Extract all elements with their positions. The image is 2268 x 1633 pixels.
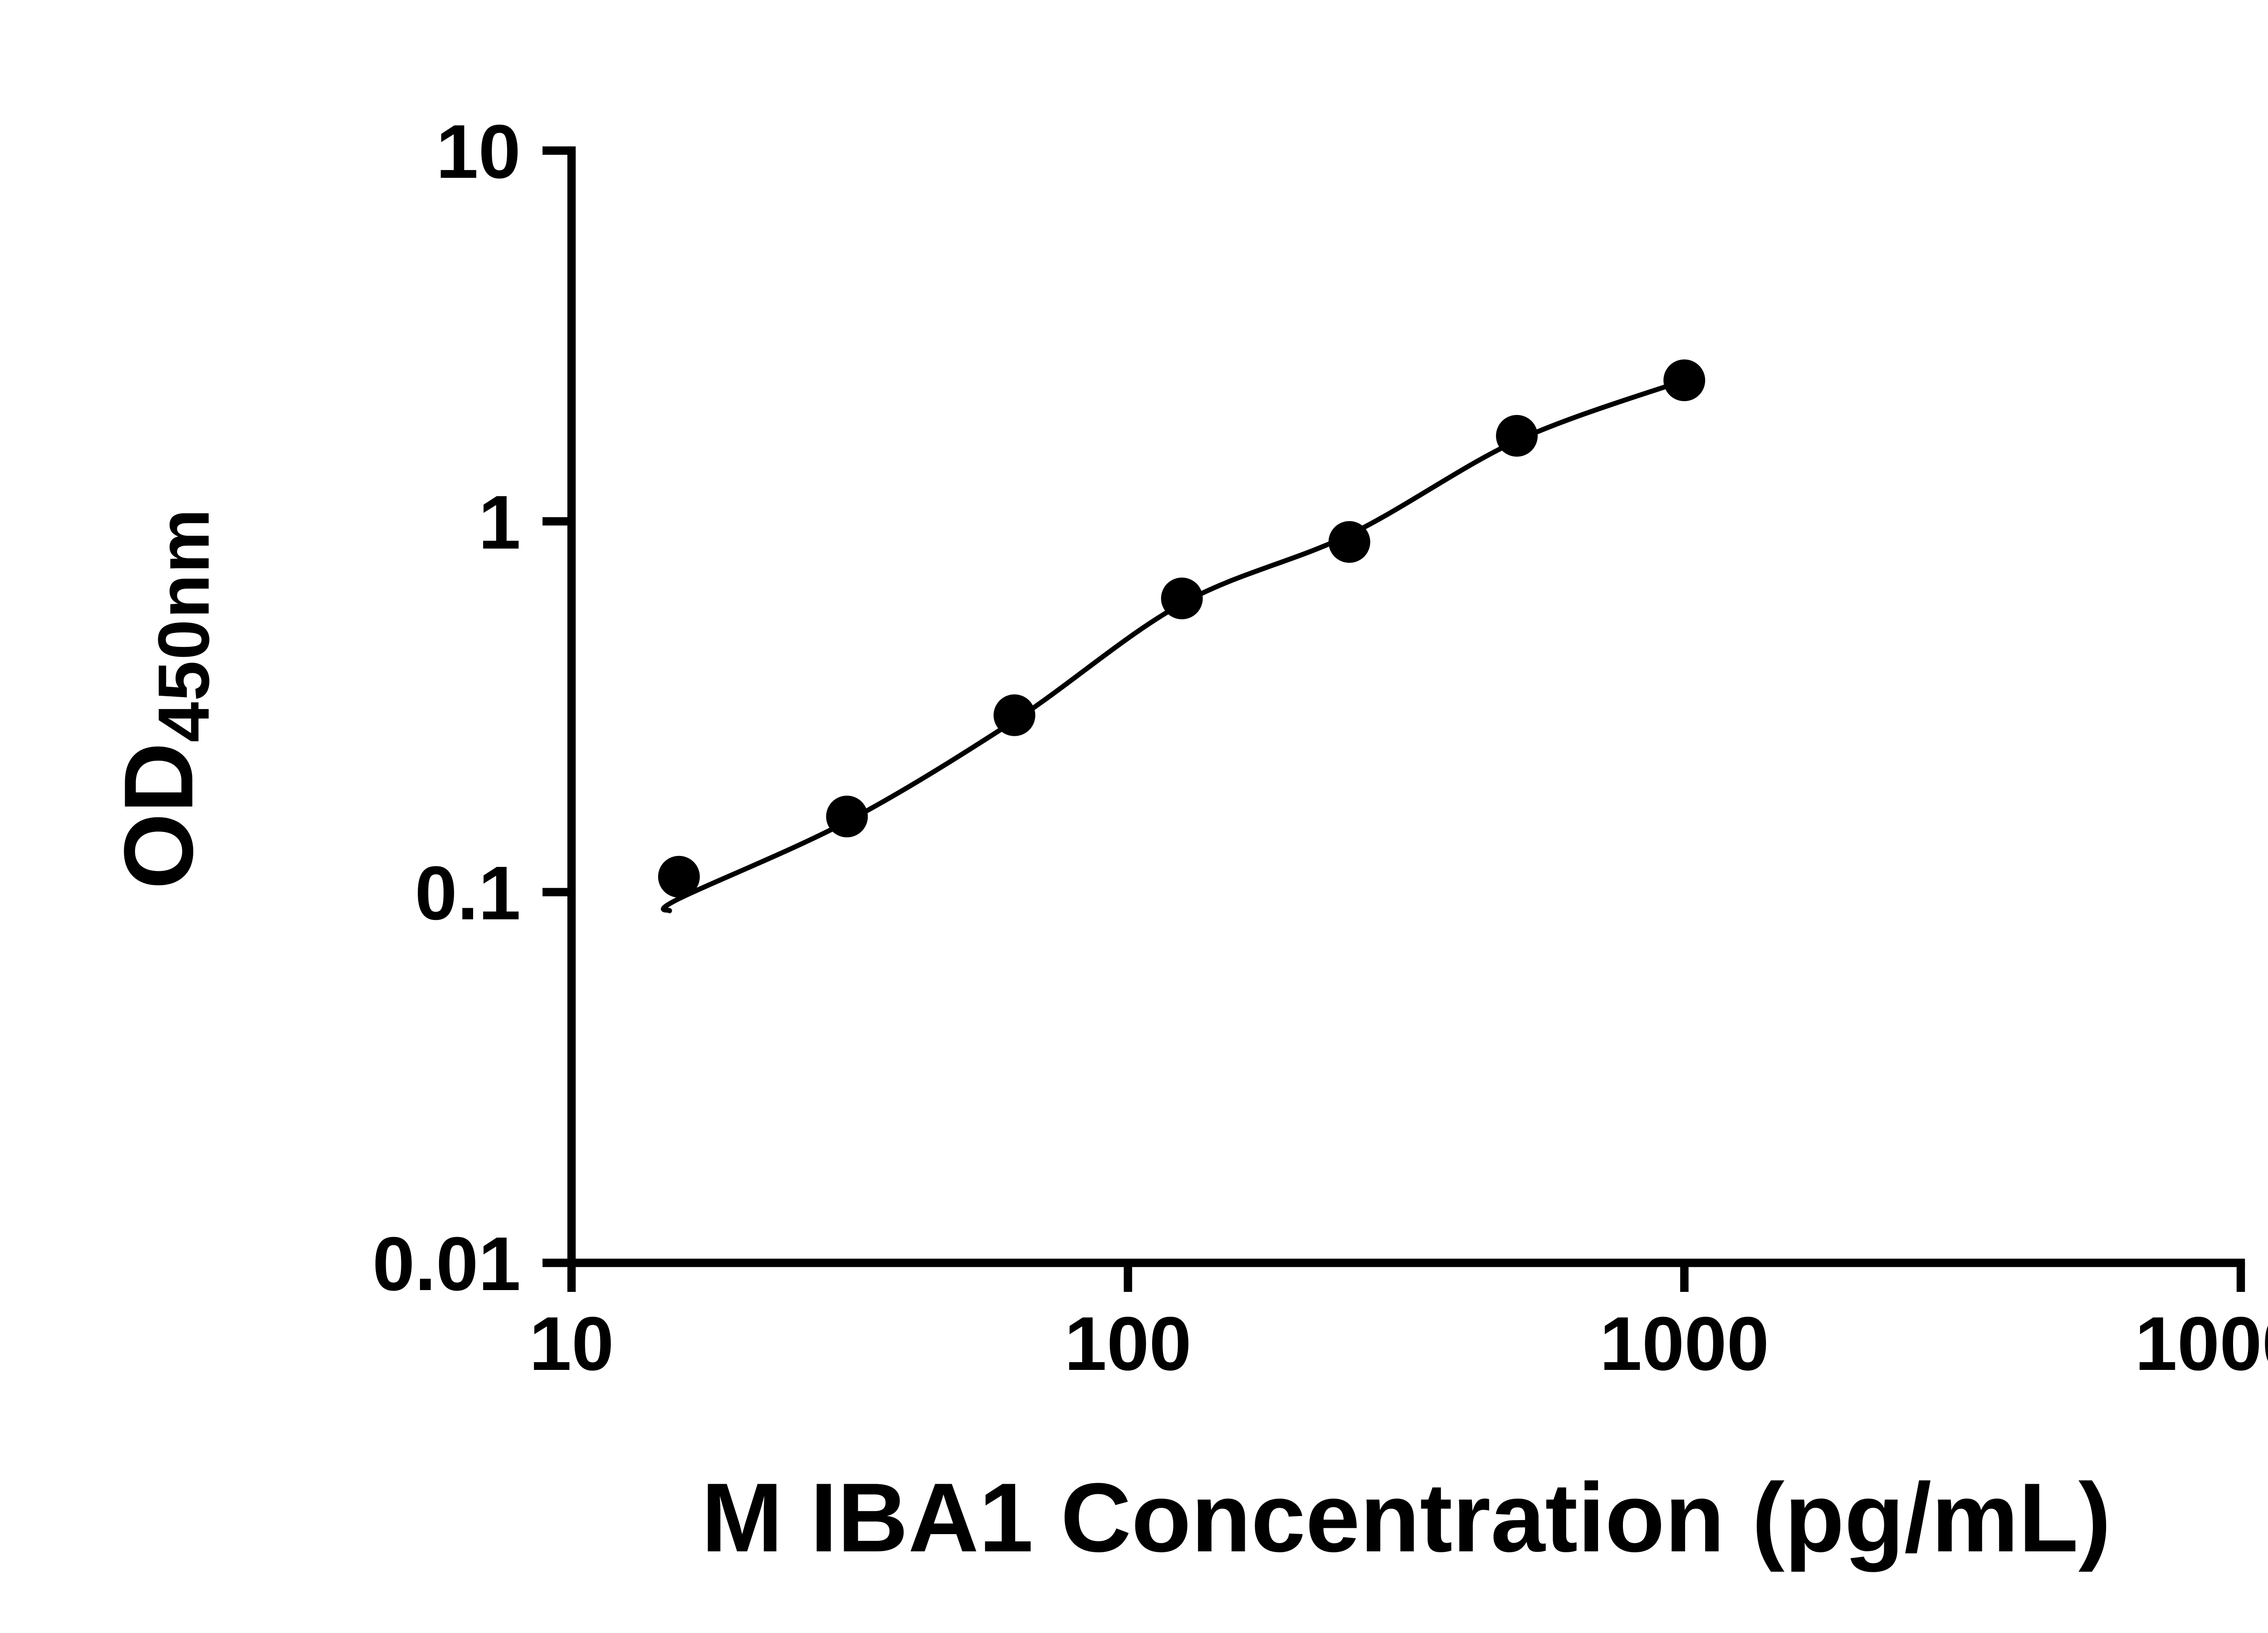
y-axis-title-subscript: 450nm: [145, 508, 225, 743]
y-tick-label: 10: [436, 109, 521, 194]
x-tick-label: 100: [1065, 1301, 1192, 1386]
x-axis-title: M IBA1 Concentration (pg/mL): [701, 1464, 2111, 1573]
data-point: [1328, 521, 1370, 563]
data-point: [1496, 415, 1538, 457]
data-point: [993, 694, 1036, 736]
x-tick-label: 10000: [2135, 1301, 2268, 1386]
y-axis-title-main: OD: [105, 742, 214, 890]
data-point: [826, 796, 868, 837]
x-tick-label: 1000: [1599, 1301, 1769, 1386]
data-point: [1663, 359, 1706, 401]
y-tick-label: 0.1: [415, 851, 521, 936]
data-point: [1161, 577, 1203, 620]
data-point: [658, 856, 700, 898]
y-tick-label: 1: [479, 479, 521, 565]
y-tick-label: 0.01: [372, 1221, 521, 1306]
y-axis-title: OD450nm: [105, 508, 225, 890]
x-tick-label: 10: [529, 1301, 614, 1386]
fit-curve: [660, 378, 1687, 914]
